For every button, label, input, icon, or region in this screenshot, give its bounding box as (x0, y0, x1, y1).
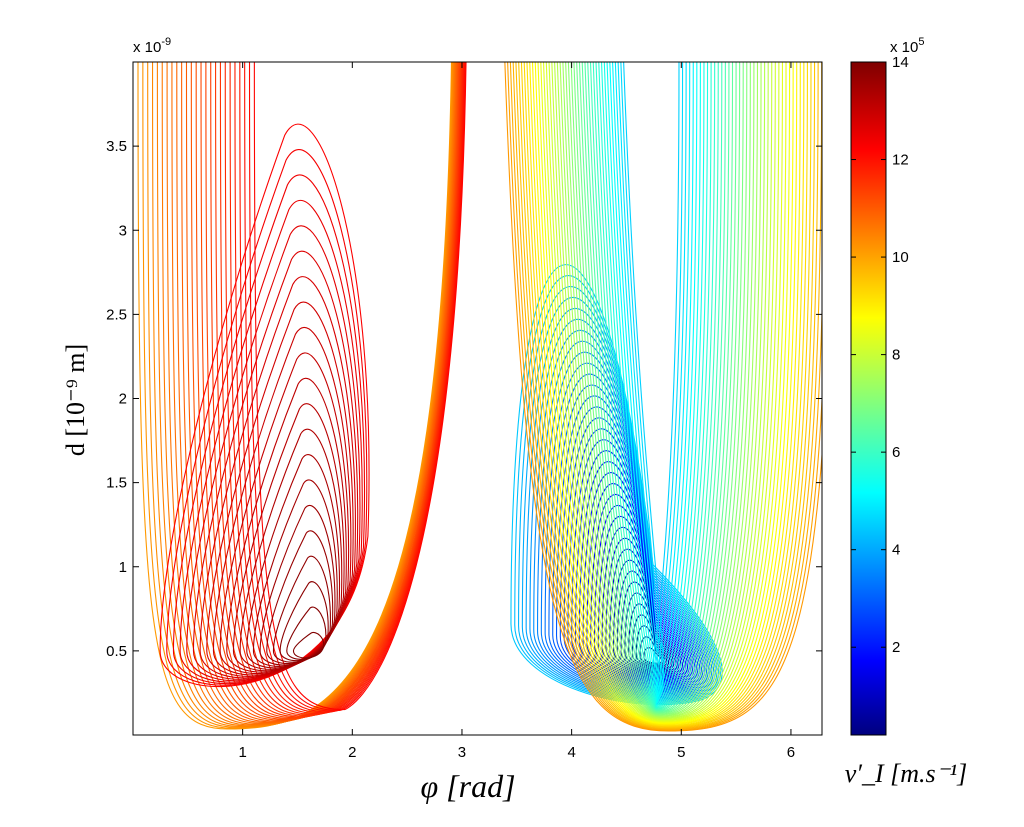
contour-line (548, 62, 776, 721)
contour-line (542, 62, 784, 722)
contour-line (570, 62, 748, 715)
contour-line (581, 62, 734, 713)
contour-line (518, 62, 816, 729)
contour-line (507, 62, 822, 731)
y-tick-label: 2 (119, 391, 127, 408)
x-tick-label: 6 (787, 744, 795, 761)
contour-line (573, 62, 744, 715)
contour-line (279, 581, 329, 662)
contour-line (161, 62, 456, 726)
colorbar-label: v′_I [m.s⁻¹] (845, 759, 968, 788)
contour-line (576, 62, 741, 714)
y-axis-title: d [10⁻⁹ m] (61, 344, 90, 456)
contour-line (248, 62, 466, 711)
contour-line (529, 318, 714, 700)
colorbar-exponent-label: x 105 (890, 36, 924, 56)
contour-line (239, 62, 465, 713)
contour-line (551, 62, 773, 720)
contour-line (529, 62, 801, 726)
x-tick-label: 4 (567, 744, 575, 761)
contour-line (540, 62, 787, 723)
contour-line (565, 62, 755, 717)
contour-line (612, 559, 676, 674)
contour-line (205, 62, 461, 719)
x-tick-label: 3 (458, 744, 466, 761)
contour-line (584, 62, 730, 712)
x-tick-label: 2 (348, 744, 356, 761)
contour-line (292, 631, 325, 659)
contour-line (555, 395, 702, 691)
colorbar-tick-label: 2 (892, 639, 900, 656)
contour-line (515, 62, 819, 729)
colorbar-tick-label: 10 (892, 249, 909, 266)
contour-line (523, 62, 808, 727)
contour-line (512, 62, 822, 730)
contour-line (533, 329, 713, 699)
y-tick-label: 3 (119, 222, 127, 239)
colorbar-tick-label: 12 (892, 152, 909, 169)
colorbar-tick-label: 8 (892, 347, 900, 364)
contour-line (578, 62, 737, 713)
x-tick-label: 5 (677, 744, 685, 761)
contour-line (190, 62, 459, 721)
y-tick-label: 2.5 (106, 306, 127, 323)
contour-line (526, 62, 805, 727)
x-axis-ticks: 1 2 3 4 5 6 (238, 62, 795, 761)
contour-line (171, 62, 457, 724)
y-axis-ticks: 0.5 1 1.5 2 2.5 3 3.5 (106, 138, 822, 660)
colorbar (850, 61, 887, 736)
colorbar-tick-label: 14 (892, 54, 909, 71)
contour-line (195, 62, 460, 720)
x-tick-label: 1 (238, 744, 246, 761)
y-tick-label: 1.5 (106, 475, 127, 492)
contour-line (200, 62, 460, 720)
contour-line (166, 62, 456, 725)
contour-line (545, 62, 780, 722)
contour-line (531, 62, 798, 725)
contour-line (229, 62, 464, 715)
contour-lines (137, 62, 822, 732)
contour-line (266, 530, 334, 665)
colorbar-tick-label: 6 (892, 444, 900, 461)
contour-line (562, 62, 759, 718)
y-tick-label: 1 (119, 559, 127, 576)
contour-line (556, 62, 766, 719)
contour-line (219, 62, 463, 716)
colorbar-tick-label: 4 (892, 542, 900, 559)
contour-line (520, 62, 812, 728)
colorbar-ticks: 2 4 6 8 10 12 14 (851, 54, 909, 656)
y-exponent-label: x 10-9 (133, 36, 171, 56)
contour-line (567, 62, 751, 716)
contour-line (244, 62, 466, 712)
contour-line (272, 555, 331, 663)
contour-line (616, 570, 675, 672)
contour-line (215, 62, 462, 717)
contour-line (509, 62, 822, 731)
contour-line (286, 606, 327, 660)
contour-line (156, 62, 455, 727)
contour-line (587, 62, 726, 711)
contour-line (589, 62, 723, 711)
contour-line (537, 62, 791, 724)
contour-line (554, 62, 769, 720)
contour-line (559, 62, 762, 718)
contour-line (151, 62, 454, 728)
x-axis-title: φ [rad] (420, 768, 515, 804)
contour-line (534, 62, 794, 724)
contour-line (224, 62, 463, 716)
contour-line (253, 62, 467, 711)
y-tick-label: 3.5 (106, 138, 127, 155)
y-tick-label: 0.5 (106, 643, 127, 660)
contour-line (210, 62, 462, 718)
contour-line (181, 62, 458, 723)
contour-line (504, 62, 822, 732)
contour-line (185, 62, 459, 722)
